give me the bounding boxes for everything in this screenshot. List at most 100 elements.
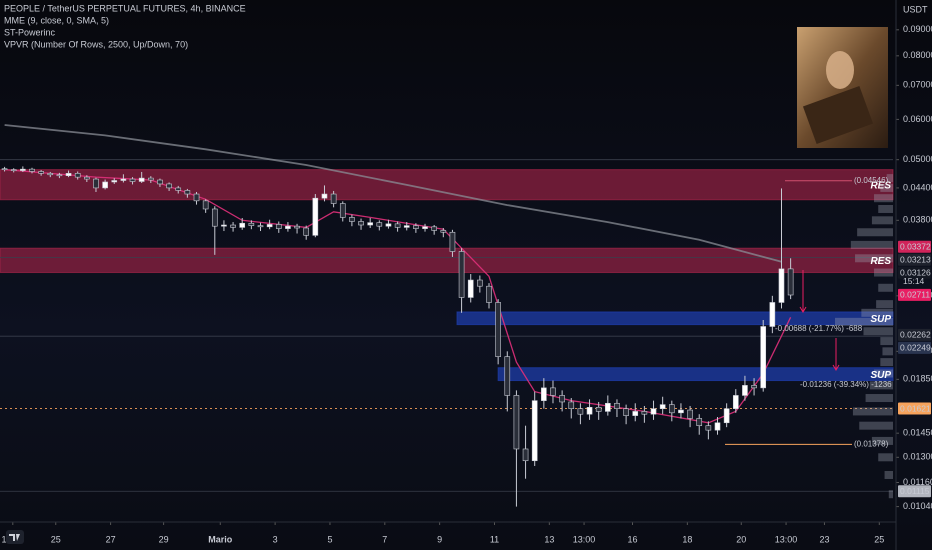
x-tick-label: 13 xyxy=(544,534,554,544)
candle-body xyxy=(111,180,118,183)
candle-body xyxy=(93,178,99,189)
logo xyxy=(6,530,24,544)
candle-body xyxy=(440,230,447,233)
zone xyxy=(456,311,894,326)
volume-profile-row xyxy=(855,254,893,263)
countdown: 15:14 xyxy=(903,276,925,286)
x-tick-label: 5 xyxy=(327,534,332,544)
price-label: 0.02249 xyxy=(900,343,931,353)
x-tick-label: 29 xyxy=(159,534,169,544)
candle-body xyxy=(321,193,328,199)
price-label-bg xyxy=(898,328,931,341)
volume-profile-row xyxy=(882,347,893,356)
x-tick-label: 13:00 xyxy=(573,534,596,544)
candle-body xyxy=(659,404,666,409)
volume-profile-row xyxy=(874,369,893,378)
zone-label: SUP xyxy=(870,370,891,381)
annotation-label: (0.01378) xyxy=(854,440,889,449)
candle-body xyxy=(157,179,163,185)
candle-body xyxy=(678,409,684,414)
price-label: 0.02711 xyxy=(900,290,930,300)
candle-body xyxy=(175,187,182,191)
candle-body xyxy=(431,226,437,231)
price-label: 0.03213 xyxy=(900,254,931,264)
candle-body xyxy=(668,404,675,414)
candle-body xyxy=(413,225,419,229)
x-tick-label: 25 xyxy=(874,534,884,544)
x-tick-label: Mario xyxy=(208,534,233,544)
x-tick-label: 18 xyxy=(682,534,692,544)
volume-profile-row xyxy=(859,421,893,430)
candle-body xyxy=(531,400,538,462)
measure-arrowhead xyxy=(799,306,807,313)
x-tick-label: 16 xyxy=(627,534,637,544)
volume-profile-row xyxy=(852,407,893,416)
candle-body xyxy=(120,178,127,181)
volume-profile-row xyxy=(874,268,893,277)
candle-body xyxy=(1,168,8,170)
candle-body xyxy=(595,407,602,412)
candle-body xyxy=(10,169,17,171)
volume-profile-row xyxy=(863,327,893,336)
price-label-bg xyxy=(898,288,931,301)
candle-body xyxy=(614,402,620,409)
indicator-legend: VPVR (Number Of Rows, 2500, Up/Down, 70) xyxy=(4,39,188,49)
candle-body xyxy=(211,208,218,227)
candle-body xyxy=(385,223,392,227)
volume-profile-row xyxy=(878,204,893,213)
measure-label: -0.01236 (-39.34%) -1236 xyxy=(800,380,892,389)
volume-profile-row xyxy=(878,453,893,462)
volume-profile-row xyxy=(876,300,893,309)
indicator-legend: ST-Powerinc xyxy=(4,27,56,37)
candle-body xyxy=(285,225,291,229)
candle-body xyxy=(330,193,337,204)
volume-profile-row xyxy=(871,436,893,445)
annotation-label: (0.04546) xyxy=(854,176,889,185)
currency-label: USDT xyxy=(903,4,928,14)
candle-body xyxy=(477,279,483,287)
volume-profile-row xyxy=(880,358,893,367)
candle-body xyxy=(38,171,44,174)
price-label: 0.03372 xyxy=(900,241,931,251)
y-tick-label: 0.01040 xyxy=(903,501,932,511)
candle-body xyxy=(541,387,547,401)
candle-body xyxy=(760,326,767,389)
candle-body xyxy=(65,173,72,177)
candle-body xyxy=(394,223,401,228)
x-tick-label: 25 xyxy=(51,534,61,544)
price-label: 0.01115 xyxy=(900,486,930,496)
candle-body xyxy=(513,395,520,450)
volume-profile-row xyxy=(857,228,893,237)
candle-body xyxy=(504,356,511,396)
candle-body xyxy=(74,173,81,178)
volume-profile-row xyxy=(871,216,893,225)
candle-body xyxy=(550,387,556,396)
y-tick-label: 0.01160 xyxy=(903,477,932,487)
candle-body xyxy=(623,408,629,416)
price-label-bg xyxy=(898,402,931,415)
candle-body xyxy=(696,418,703,426)
candle-body xyxy=(47,173,54,176)
candle-body xyxy=(650,408,657,415)
candle-body xyxy=(467,279,474,298)
measure-label: -0.00688 (-21.77%) -688 xyxy=(775,324,863,333)
candle-body xyxy=(266,224,273,228)
candle-body xyxy=(714,422,721,431)
candle-body xyxy=(449,231,456,252)
candle-body xyxy=(458,251,465,298)
volume-profile-row xyxy=(874,194,893,203)
volume-profile-row xyxy=(880,337,893,346)
price-label-bg xyxy=(898,266,931,279)
candle-body xyxy=(376,222,383,227)
candle-body xyxy=(29,168,35,172)
price-label-bg xyxy=(898,485,931,498)
price-label-bg xyxy=(898,240,931,253)
x-tick-label: 20 xyxy=(736,534,746,544)
candle-body xyxy=(20,168,26,171)
volume-profile-row xyxy=(869,381,893,390)
